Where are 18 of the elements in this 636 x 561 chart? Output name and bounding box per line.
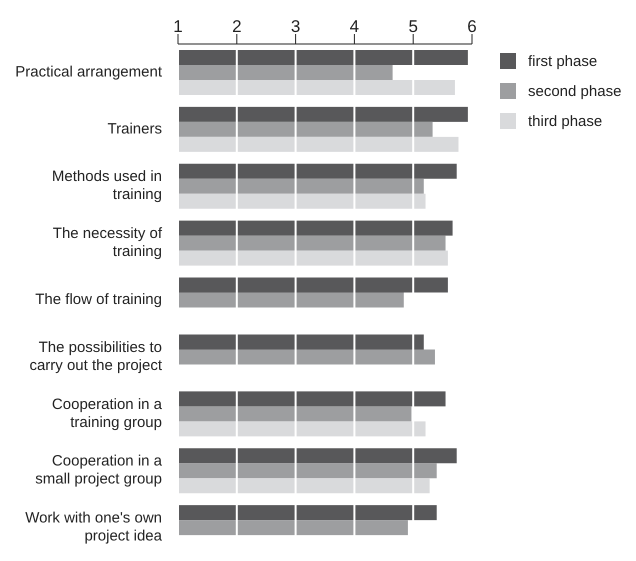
y-tick-label: The possibilities to carry out the project xyxy=(29,338,163,374)
x-tick-label: 1 xyxy=(173,17,183,36)
y-tick-label: Practical arrangement xyxy=(15,63,163,80)
legend-label: third phase xyxy=(528,112,602,130)
y-tick-label: Work with one's own project idea xyxy=(25,510,163,545)
y-tick-label: Methods used in training xyxy=(52,168,162,204)
y-tick-label: Cooperation in a small project group xyxy=(35,452,163,488)
legend-label: first phase xyxy=(528,52,598,70)
y-tick-label: The flow of training xyxy=(35,290,162,308)
x-tick-label: 3 xyxy=(290,17,300,36)
legend-label: second phase xyxy=(528,82,622,100)
x-tick-label: 2 xyxy=(232,17,242,36)
y-tick-label: Cooperation in a training group xyxy=(52,396,163,431)
x-tick-label: 6 xyxy=(467,17,477,36)
x-tick-label: 5 xyxy=(408,17,418,36)
y-tick-label: Trainers xyxy=(108,120,162,138)
x-tick-label: 4 xyxy=(350,17,360,36)
y-tick-label: The necessity of training xyxy=(52,225,163,260)
